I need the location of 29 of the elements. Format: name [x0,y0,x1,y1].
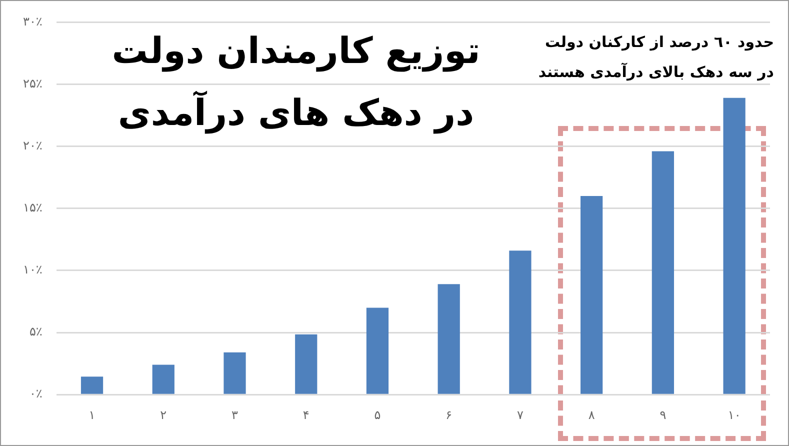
annotation: حدود ٦٠ درصد از کارکنان دولت در سه دهک بالای درآمدی هستند [538,32,774,83]
x-tick-label: ۹ [660,408,666,422]
y-tick-label: ۲۰٪ [22,138,42,152]
x-tick-label: ۲ [160,408,167,422]
bar [723,98,746,394]
x-tick-label: ۵ [374,408,381,422]
y-tick-label: ۵٪ [29,324,42,339]
y-tick-label: ۳۰٪ [22,14,42,28]
y-tick-label: ۲۵٪ [22,76,42,90]
bar [652,151,674,394]
x-tick-label: ۳ [232,408,239,422]
x-tick-label: ۷ [516,408,524,422]
x-tick-label: ۱ [88,408,96,422]
x-tick-label: ۶ [446,408,452,422]
x-tick-label: ۴ [302,408,310,422]
text: توزیع کارمندان دولت در دهک های درآمدی [111,30,481,136]
bar [224,352,246,394]
y-tick-label: ۱۵٪ [22,200,42,215]
y-tick-label: ۰٪ [29,386,42,401]
y-tick-label: ۱۰٪ [22,262,42,277]
bar [438,284,460,394]
bar [580,196,603,394]
bar [366,308,389,394]
x-tick-label: ۸ [588,408,596,422]
bar [509,250,532,394]
bar [80,376,104,394]
x-tick-label: ۱۰ [728,408,741,422]
bar [152,364,174,394]
bar [295,334,318,394]
